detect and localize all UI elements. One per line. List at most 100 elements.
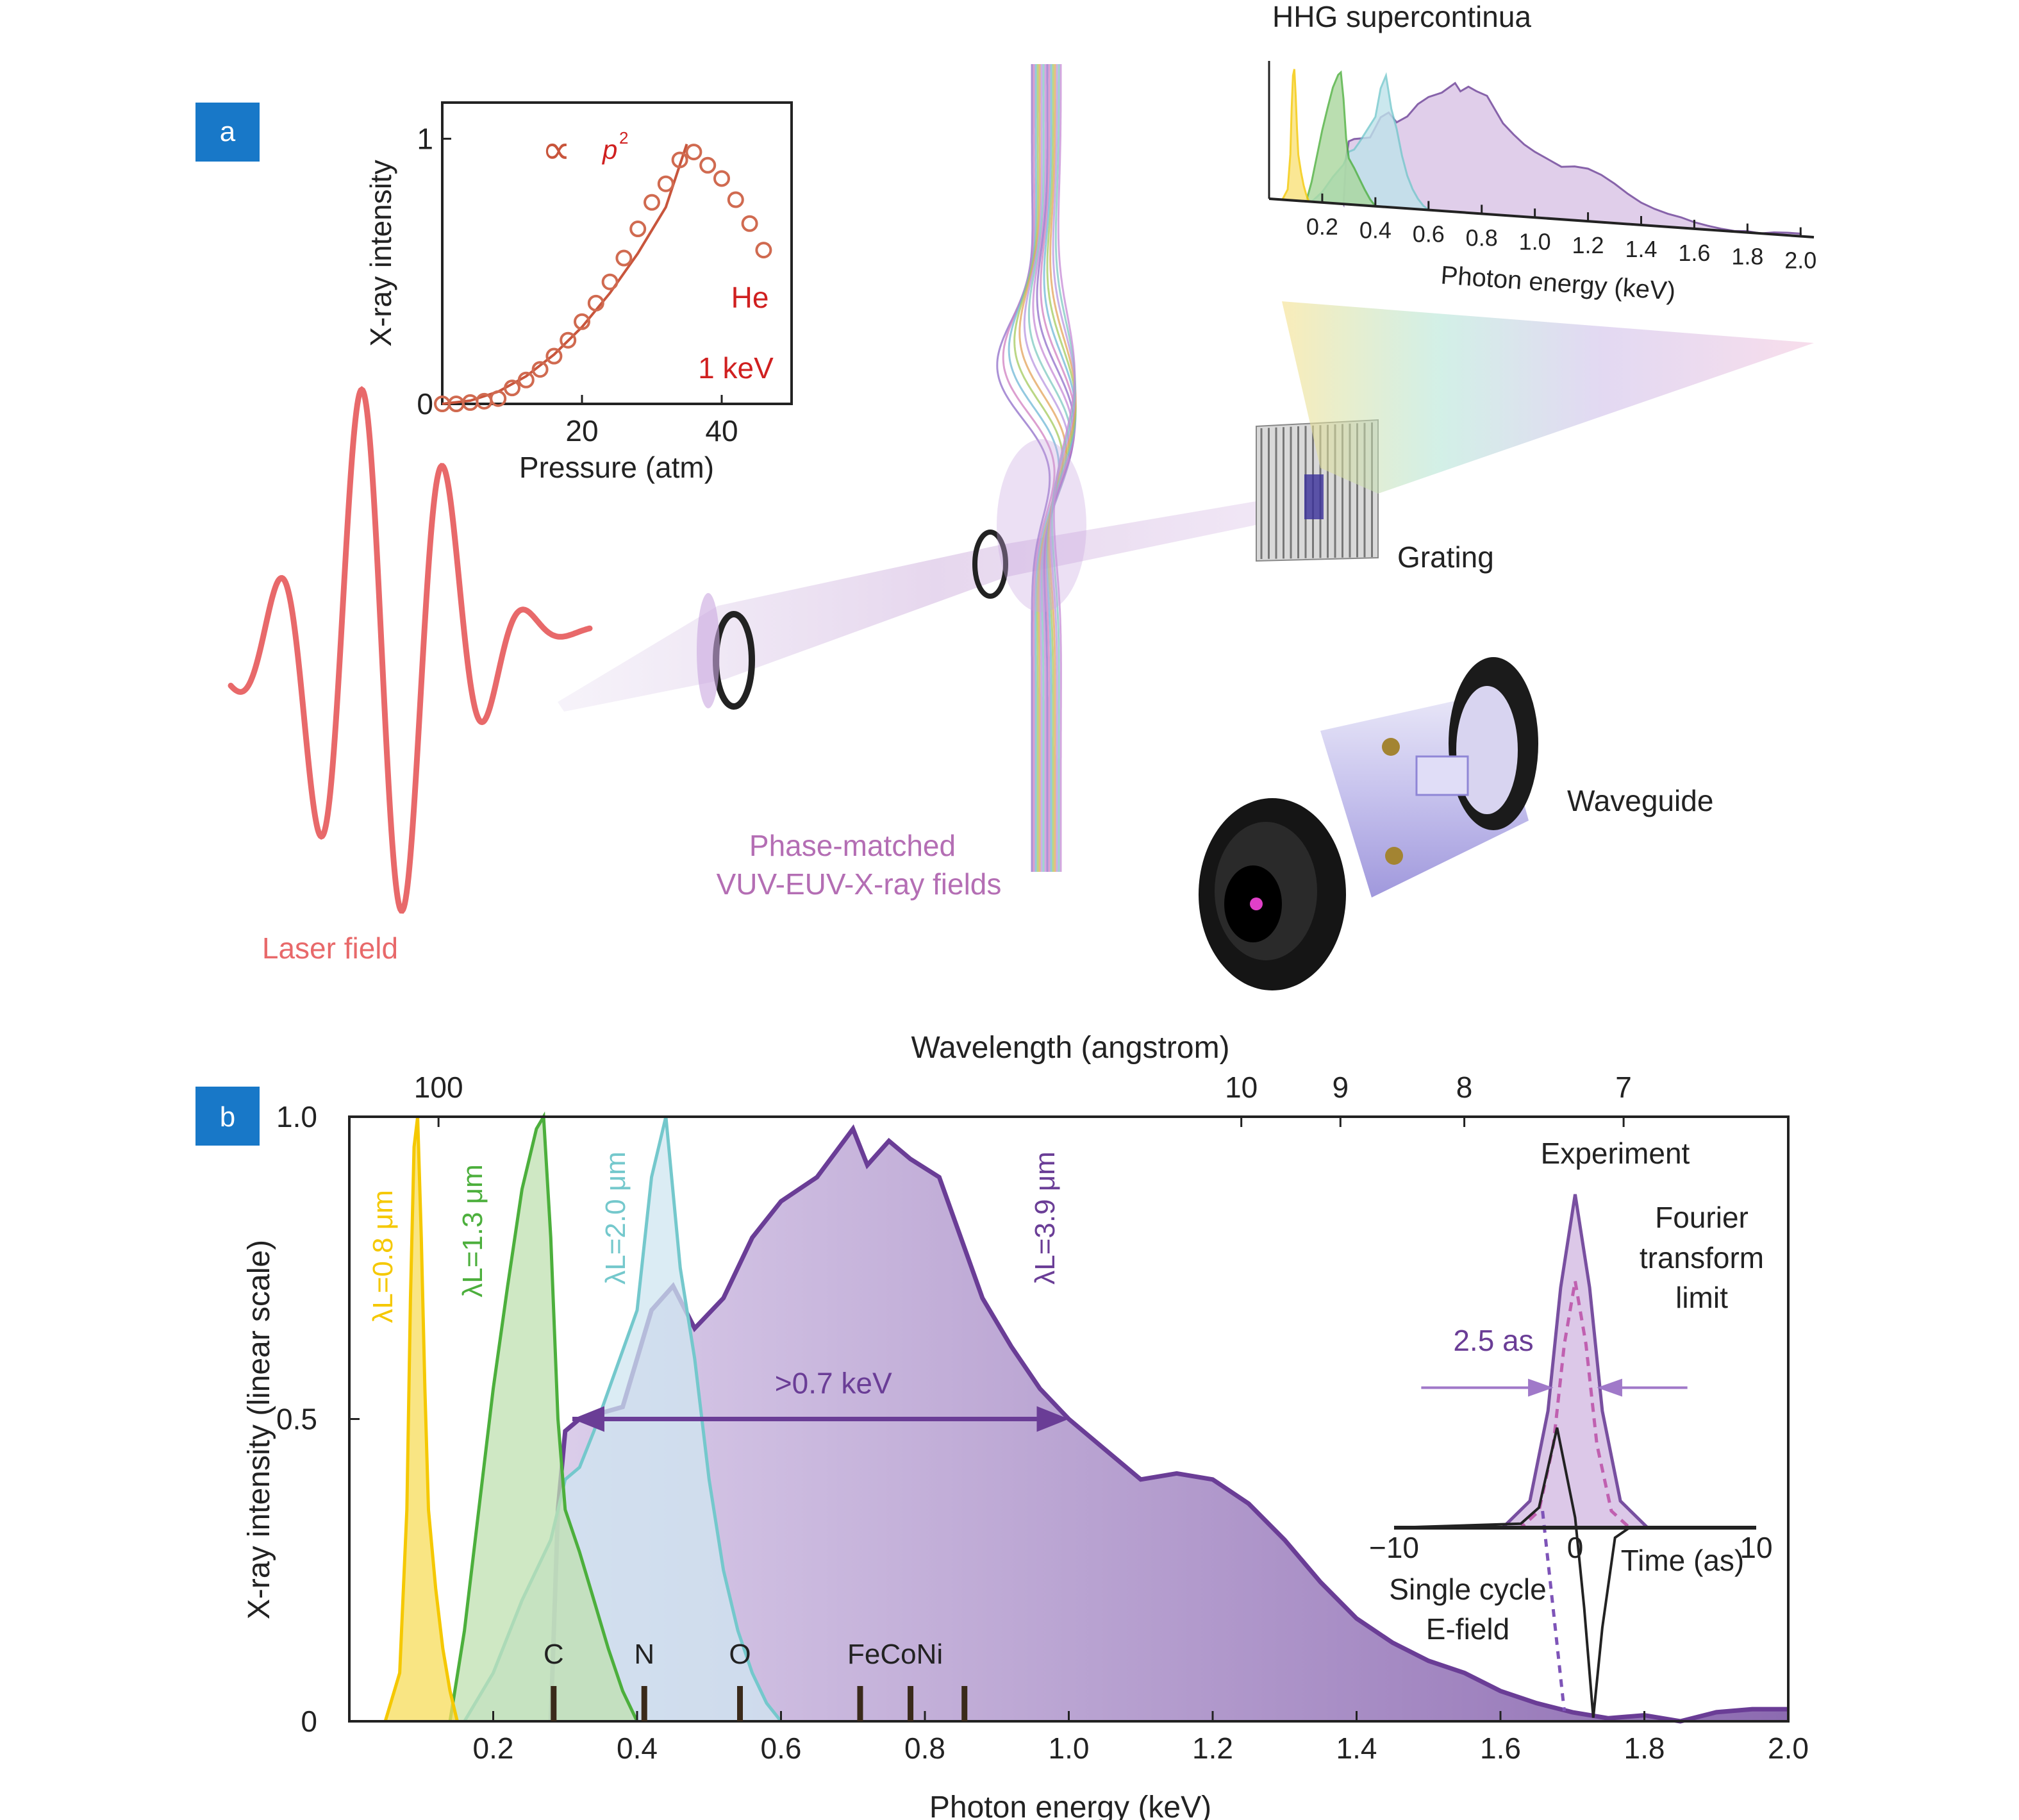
pressure-data-point	[685, 144, 702, 161]
efield-label-line1: Single cycle	[1389, 1573, 1546, 1606]
ftl-label-line2: transform	[1640, 1241, 1764, 1274]
pressure-xlabel: Pressure (atm)	[519, 451, 714, 484]
keV-arrow	[572, 1406, 1069, 1432]
main-ticks: 0.2 0.4 0.6 0.8 1.0 1.2 1.4 1.6 1.8 2.000.51.0100…	[276, 1071, 1809, 1765]
hhg-tick-label: 1.6	[1678, 240, 1710, 266]
field-core	[997, 439, 1086, 612]
top-tick-label: 100	[414, 1071, 463, 1104]
hhg-tick-label: 2.0	[1784, 247, 1816, 274]
pulse-xtick-label: 0	[1567, 1531, 1584, 1564]
pulse-inset: −10 0 10 Experiment Fourier transform limi…	[1369, 1137, 1773, 1718]
main-ytick-label: 0.5	[276, 1403, 317, 1436]
hhg-tick-label: 1.4	[1625, 236, 1657, 262]
pressure-data-point	[727, 191, 744, 208]
spectrum-line	[383, 1116, 459, 1722]
pressure-data-point	[490, 390, 507, 407]
field-trace	[1048, 64, 1077, 872]
hhg-series-area	[1281, 69, 1310, 203]
fields-label-line1: Phase-matched	[749, 829, 956, 862]
beam-cone	[558, 494, 1314, 712]
hhg-tick-label: 1.8	[1731, 244, 1763, 270]
pressure-ylabel: X-ray intensity	[364, 160, 397, 346]
field-trace	[1046, 63, 1077, 872]
main-xtick-label: 0.2	[473, 1732, 514, 1765]
pressure-ytick-label: 0	[417, 387, 433, 421]
top-tick-label: 8	[1456, 1071, 1473, 1104]
width-arrowhead-left	[1528, 1378, 1554, 1397]
waveguide-label: Waveguide	[1567, 784, 1713, 817]
pressure-inset-frame	[441, 101, 793, 405]
hhg-tick-label: 1.0	[1519, 228, 1551, 255]
pressure-data-point	[657, 175, 674, 192]
arrow-head-right	[1036, 1406, 1069, 1432]
field-trace	[1043, 64, 1077, 872]
pressure-data-point	[545, 347, 563, 365]
pressure-data-point	[741, 215, 758, 232]
ftl-pulse	[1394, 1280, 1756, 1530]
edge-marker-label: FeCoNi	[847, 1639, 943, 1670]
top-tick-label: 7	[1615, 1071, 1632, 1104]
field-trace	[1052, 64, 1076, 872]
hhg-tick-label: 0.6	[1413, 221, 1445, 247]
efield-curve	[1393, 1427, 1756, 1718]
field-trace	[1036, 64, 1076, 872]
spectrum-area	[551, 1128, 1788, 1721]
panel-a-label: a	[220, 116, 236, 147]
main-xtick-label: 0.6	[761, 1732, 802, 1765]
field-trace	[996, 64, 1051, 872]
p-exponent: 2	[619, 128, 628, 147]
panel-b: b Wavelength (angstrom) Photon energy (k…	[195, 1031, 1809, 1820]
field-trace	[1040, 64, 1076, 872]
pressure-data-point	[517, 371, 535, 388]
pressure-data-point	[504, 380, 520, 397]
keV-arrow-label: >0.7 keV	[775, 1367, 892, 1400]
pressure-data-point	[560, 331, 577, 349]
edge-marker-label: C	[544, 1639, 564, 1670]
panel-a-label-box	[195, 103, 260, 162]
edge-marker-label: N	[634, 1639, 654, 1670]
pressure-data-point	[574, 313, 590, 330]
wl-label-20: λL=2.0 μm	[600, 1151, 631, 1285]
panel-b-label: b	[220, 1101, 235, 1133]
hhg-tick-label: 0.8	[1466, 224, 1498, 251]
pressure-data-point	[461, 394, 479, 411]
dispersed-spectrum-fan	[1282, 301, 1814, 494]
main-xtick-label: 1.0	[1049, 1732, 1090, 1765]
pressure-points	[434, 144, 772, 412]
top-tick-label: 10	[1225, 1071, 1258, 1104]
hhg-inset-axis	[1268, 197, 1815, 238]
gas-label: He	[731, 281, 769, 314]
spectrum-line	[448, 1111, 639, 1723]
pressure-data-point	[587, 294, 604, 312]
pressure-data-point	[713, 170, 730, 187]
hhg-inset: HHG supercontinua 0.2 0.4 0.6 0.8 1.0 1.2 1.4 1…	[1268, 0, 1816, 306]
top-axis-label: Wavelength (angstrom)	[911, 1031, 1229, 1065]
laser-field-label: Laser field	[262, 931, 398, 965]
hhg-inset-xlabel: Photon energy (keV)	[1440, 261, 1676, 305]
experiment-label: Experiment	[1541, 1137, 1690, 1170]
ftl-label-line1: Fourier	[1655, 1201, 1749, 1234]
hhg-tick-label: 1.2	[1572, 232, 1604, 258]
pressure-data-point	[629, 221, 647, 238]
main-xtick-label: 0.8	[904, 1732, 945, 1765]
hhg-series-area	[1342, 81, 1802, 238]
fields-label-line2: VUV-EUV-X-ray fields	[717, 867, 1002, 901]
wl-label-08: λL=0.8 μm	[367, 1190, 399, 1323]
main-xtick-label: 0.4	[617, 1732, 658, 1765]
focusing-ring-left	[697, 593, 755, 710]
phase-matched-fields	[996, 63, 1086, 872]
edge-markers: C N O FeCoNi	[544, 1639, 968, 1721]
panel-b-label-box	[195, 1087, 260, 1146]
hhg-series-area	[1305, 70, 1377, 208]
hhg-tick-label: 0.4	[1359, 217, 1392, 244]
main-xtick-label: 1.6	[1480, 1732, 1521, 1765]
arrow-head-left	[572, 1406, 604, 1432]
pressure-data-point	[755, 242, 772, 259]
main-xlabel: Photon energy (keV)	[929, 1791, 1211, 1820]
main-ylabel: X-ray intensity (linear scale)	[242, 1240, 276, 1619]
energy-label: 1 keV	[698, 351, 774, 385]
pulse-xtick-label: 10	[1740, 1531, 1772, 1564]
pressure-data-point	[531, 361, 549, 378]
